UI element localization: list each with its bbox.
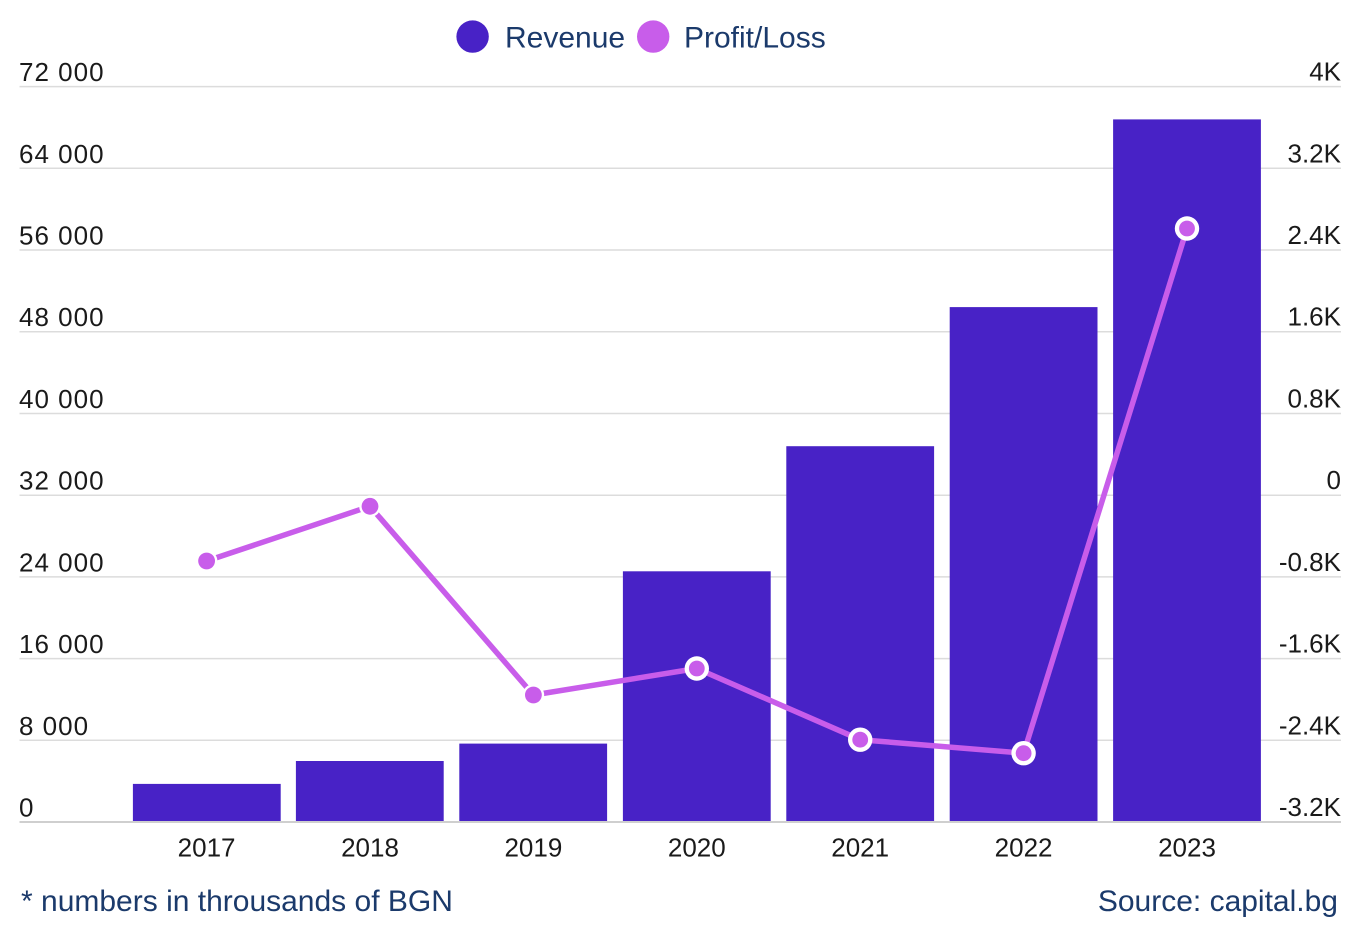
svg-text:40 000: 40 000 [19, 384, 105, 414]
svg-text:Revenue: Revenue [505, 21, 625, 54]
svg-text:24 000: 24 000 [19, 547, 105, 577]
svg-text:2018: 2018 [341, 833, 399, 863]
svg-text:-2.4K: -2.4K [1279, 710, 1342, 740]
svg-text:2022: 2022 [995, 833, 1053, 863]
svg-text:2017: 2017 [178, 833, 236, 863]
svg-text:Source: capital.bg: Source: capital.bg [1098, 885, 1338, 918]
svg-text:2.4K: 2.4K [1288, 220, 1342, 250]
svg-text:3.2K: 3.2K [1288, 138, 1342, 168]
svg-text:0.8K: 0.8K [1288, 384, 1342, 414]
svg-text:2019: 2019 [504, 833, 562, 863]
svg-text:-0.8K: -0.8K [1279, 547, 1342, 577]
svg-text:16 000: 16 000 [19, 629, 105, 659]
svg-text:Profit/Loss: Profit/Loss [684, 21, 826, 54]
svg-text:64 000: 64 000 [19, 139, 105, 169]
svg-text:56 000: 56 000 [19, 221, 105, 251]
svg-text:1.6K: 1.6K [1288, 302, 1342, 332]
svg-text:32 000: 32 000 [19, 466, 105, 496]
svg-text:* numbers in throusands of BGN: * numbers in throusands of BGN [21, 885, 453, 918]
svg-text:4K: 4K [1309, 57, 1341, 87]
svg-text:72 000: 72 000 [19, 57, 105, 87]
svg-text:48 000: 48 000 [19, 302, 105, 332]
svg-text:2023: 2023 [1158, 833, 1216, 863]
svg-text:0: 0 [1327, 465, 1341, 495]
svg-text:-1.6K: -1.6K [1279, 629, 1342, 659]
svg-text:2020: 2020 [668, 833, 726, 863]
svg-text:0: 0 [19, 793, 34, 823]
svg-text:2021: 2021 [831, 833, 889, 863]
svg-text:8 000: 8 000 [19, 711, 89, 741]
svg-text:-3.2K: -3.2K [1279, 792, 1342, 822]
